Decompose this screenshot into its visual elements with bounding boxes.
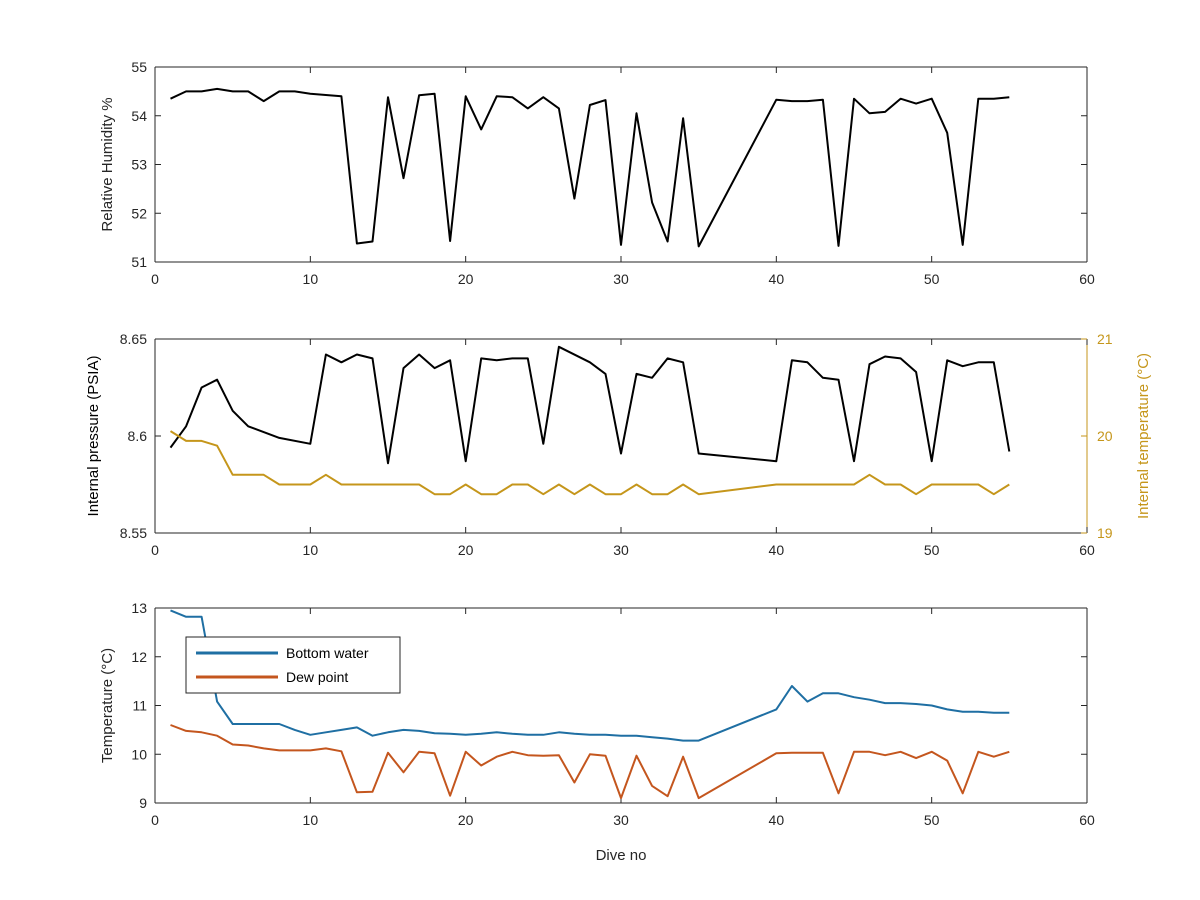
subplot-2: 0 10 20 30 40 50 60 8.55 8.6 8.65 19 20 21 Internal p…	[85, 331, 1152, 558]
x-tick-label: 20	[458, 542, 474, 558]
subplot-1: 0 10 20 30 40 50 60 51 52 53 54 55 Relative Humidity…	[99, 59, 1095, 287]
x-tick-label: 60	[1079, 271, 1095, 287]
figure-xlabel: Dive no	[596, 847, 647, 864]
y-tick-label: 11	[132, 698, 147, 714]
y-axis-label: Internal pressure (PSIA)	[85, 356, 102, 517]
y-tick-label: 53	[131, 157, 147, 173]
y-tick-label: 51	[131, 254, 147, 270]
y-tick-label: 12	[131, 649, 147, 665]
legend-label: Bottom water	[286, 645, 369, 661]
legend-label: Dew point	[286, 669, 348, 685]
x-tick-label: 60	[1079, 812, 1095, 828]
series-line-dew-point	[170, 724, 1010, 800]
y-tick-label: 52	[131, 205, 147, 221]
y-right-tick-label: 19	[1097, 525, 1113, 541]
legend-box	[185, 636, 401, 694]
x-tick-label: 10	[303, 271, 319, 287]
y-tick-label: 9	[139, 795, 147, 811]
x-tick-label: 10	[303, 542, 319, 558]
y-tick-label: 8.65	[120, 331, 147, 347]
series-line-1-1	[170, 87, 1010, 248]
y-axis-label: Relative Humidity %	[99, 97, 116, 231]
x-tick-label: 50	[924, 812, 940, 828]
plots-group: 0 10 20 30 40 50 60 51 52 53 54 55 Relative Humidity…	[85, 59, 1152, 828]
x-tick-label: 40	[769, 542, 785, 558]
subplot-3: 0 10 20 30 40 50 60 9 10 11 12 13 Temperature (°C) Bo…	[99, 600, 1095, 828]
y-right-tick-label: 21	[1097, 331, 1113, 347]
series-line-2-1	[169, 345, 1011, 465]
y-axis-label: Temperature (°C)	[99, 648, 116, 763]
y-tick-label: 54	[131, 108, 147, 124]
x-tick-label: 30	[613, 271, 629, 287]
x-tick-label: 0	[151, 542, 159, 558]
x-tick-label: 40	[769, 812, 785, 828]
x-tick-label: 0	[151, 271, 159, 287]
y-tick-label: 55	[131, 59, 147, 75]
legend: Bottom water Dew point	[185, 636, 401, 694]
x-tick-label: 40	[769, 271, 785, 287]
x-tick-label: 20	[458, 812, 474, 828]
series-line-bottom-water	[170, 609, 1010, 742]
series-line-2-2	[169, 430, 1010, 496]
x-tick-label: 30	[613, 812, 629, 828]
x-tick-label: 50	[924, 542, 940, 558]
y-tick-label: 8.6	[128, 428, 148, 444]
y-tick-label: 13	[131, 600, 147, 616]
x-tick-label: 20	[458, 271, 474, 287]
y-tick-label: 8.55	[120, 525, 147, 541]
x-tick-label: 0	[151, 812, 159, 828]
x-tick-label: 60	[1079, 542, 1095, 558]
x-tick-label: 10	[303, 812, 319, 828]
y-axis-label-right: Internal temperature (°C)	[1135, 353, 1152, 519]
y-tick-label: 10	[131, 746, 147, 762]
x-tick-label: 50	[924, 271, 940, 287]
y-right-tick-label: 20	[1097, 428, 1113, 444]
x-tick-label: 30	[613, 542, 629, 558]
